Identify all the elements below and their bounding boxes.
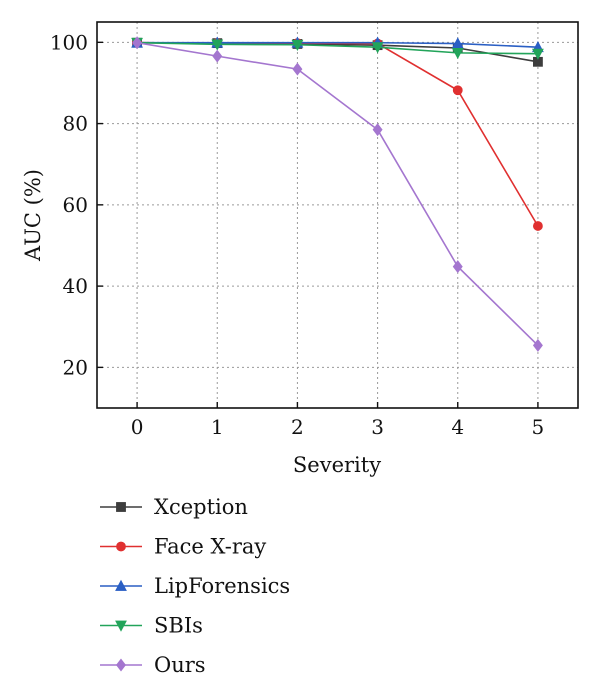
data-point-ours: [452, 260, 463, 274]
legend-label-sbis: SBIs: [154, 614, 203, 638]
series-line-ours: [136, 41, 539, 346]
data-point-ours: [532, 338, 543, 352]
data-point-face-x-ray: [533, 221, 543, 231]
legend-marker-face-x-ray: [116, 541, 126, 552]
legend-entry-lipforensics: LipForensics: [100, 574, 290, 598]
x-tick-label: 2: [291, 415, 304, 439]
series-face-x-ray: [132, 37, 543, 231]
y-tick-label: 60: [63, 193, 88, 217]
data-point-ours: [132, 36, 143, 50]
y-tick-label: 80: [63, 112, 88, 136]
legend-entry-xception: Xception: [100, 495, 248, 519]
series-layer: [131, 36, 544, 352]
legend-marker-sbis: [115, 620, 127, 632]
y-tick-label: 100: [50, 30, 88, 54]
series-ours: [132, 36, 543, 352]
legend: Xception Face X-ray LipForensics SBIs Ours: [100, 495, 290, 677]
y-tick-label: 40: [63, 274, 88, 298]
x-tick-label: 5: [532, 415, 545, 439]
data-point-sbis: [451, 47, 464, 60]
series-line-face-x-ray: [137, 41, 539, 227]
series-line-sbis: [137, 41, 538, 55]
grid: [97, 22, 578, 408]
legend-entry-sbis: SBIs: [100, 614, 203, 638]
legend-marker-xception: [116, 502, 126, 512]
series-sbis: [131, 37, 544, 60]
data-point-sbis: [371, 42, 384, 54]
axis-ticks: 0 1 2 3 4 5 20 40 60 80 100: [50, 30, 544, 439]
x-tick-label: 4: [451, 415, 464, 439]
x-tick-label: 0: [131, 415, 144, 439]
legend-entry-ours: Ours: [100, 653, 206, 677]
x-tick-label: 3: [371, 415, 384, 439]
legend-marker-ours: [116, 658, 126, 672]
legend-label-face-x-ray: Face X-ray: [154, 535, 266, 559]
data-point-sbis: [532, 48, 544, 60]
y-tick-label: 20: [63, 355, 88, 379]
legend-entry-face-x-ray: Face X-ray: [100, 535, 266, 559]
legend-label-xception: Xception: [154, 495, 248, 519]
series-line-lipforensics: [137, 41, 538, 48]
data-point-ours: [372, 123, 383, 137]
legend-marker-lipforensics: [115, 579, 127, 591]
data-point-ours: [212, 49, 223, 63]
x-axis-title: Severity: [293, 453, 381, 477]
legend-label-lipforensics: LipForensics: [154, 574, 290, 598]
data-point-sbis: [211, 39, 224, 51]
data-point-sbis: [291, 39, 304, 51]
data-point-face-x-ray: [452, 85, 463, 96]
x-tick-label: 1: [211, 415, 224, 439]
y-axis-title: AUC (%): [21, 169, 45, 262]
legend-label-ours: Ours: [154, 653, 206, 677]
data-point-ours: [292, 62, 303, 76]
plot-frame: [96, 21, 579, 409]
